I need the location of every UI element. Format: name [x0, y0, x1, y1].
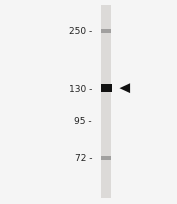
Polygon shape	[119, 84, 130, 94]
Bar	[101, 156, 111, 160]
Text: 130 -: 130 -	[69, 84, 92, 93]
Bar	[101, 85, 112, 93]
Text: 95 -: 95 -	[74, 117, 92, 126]
Bar	[101, 30, 111, 34]
Text: 72 -: 72 -	[75, 154, 92, 163]
Text: 250 -: 250 -	[69, 27, 92, 36]
Bar	[101, 6, 111, 198]
